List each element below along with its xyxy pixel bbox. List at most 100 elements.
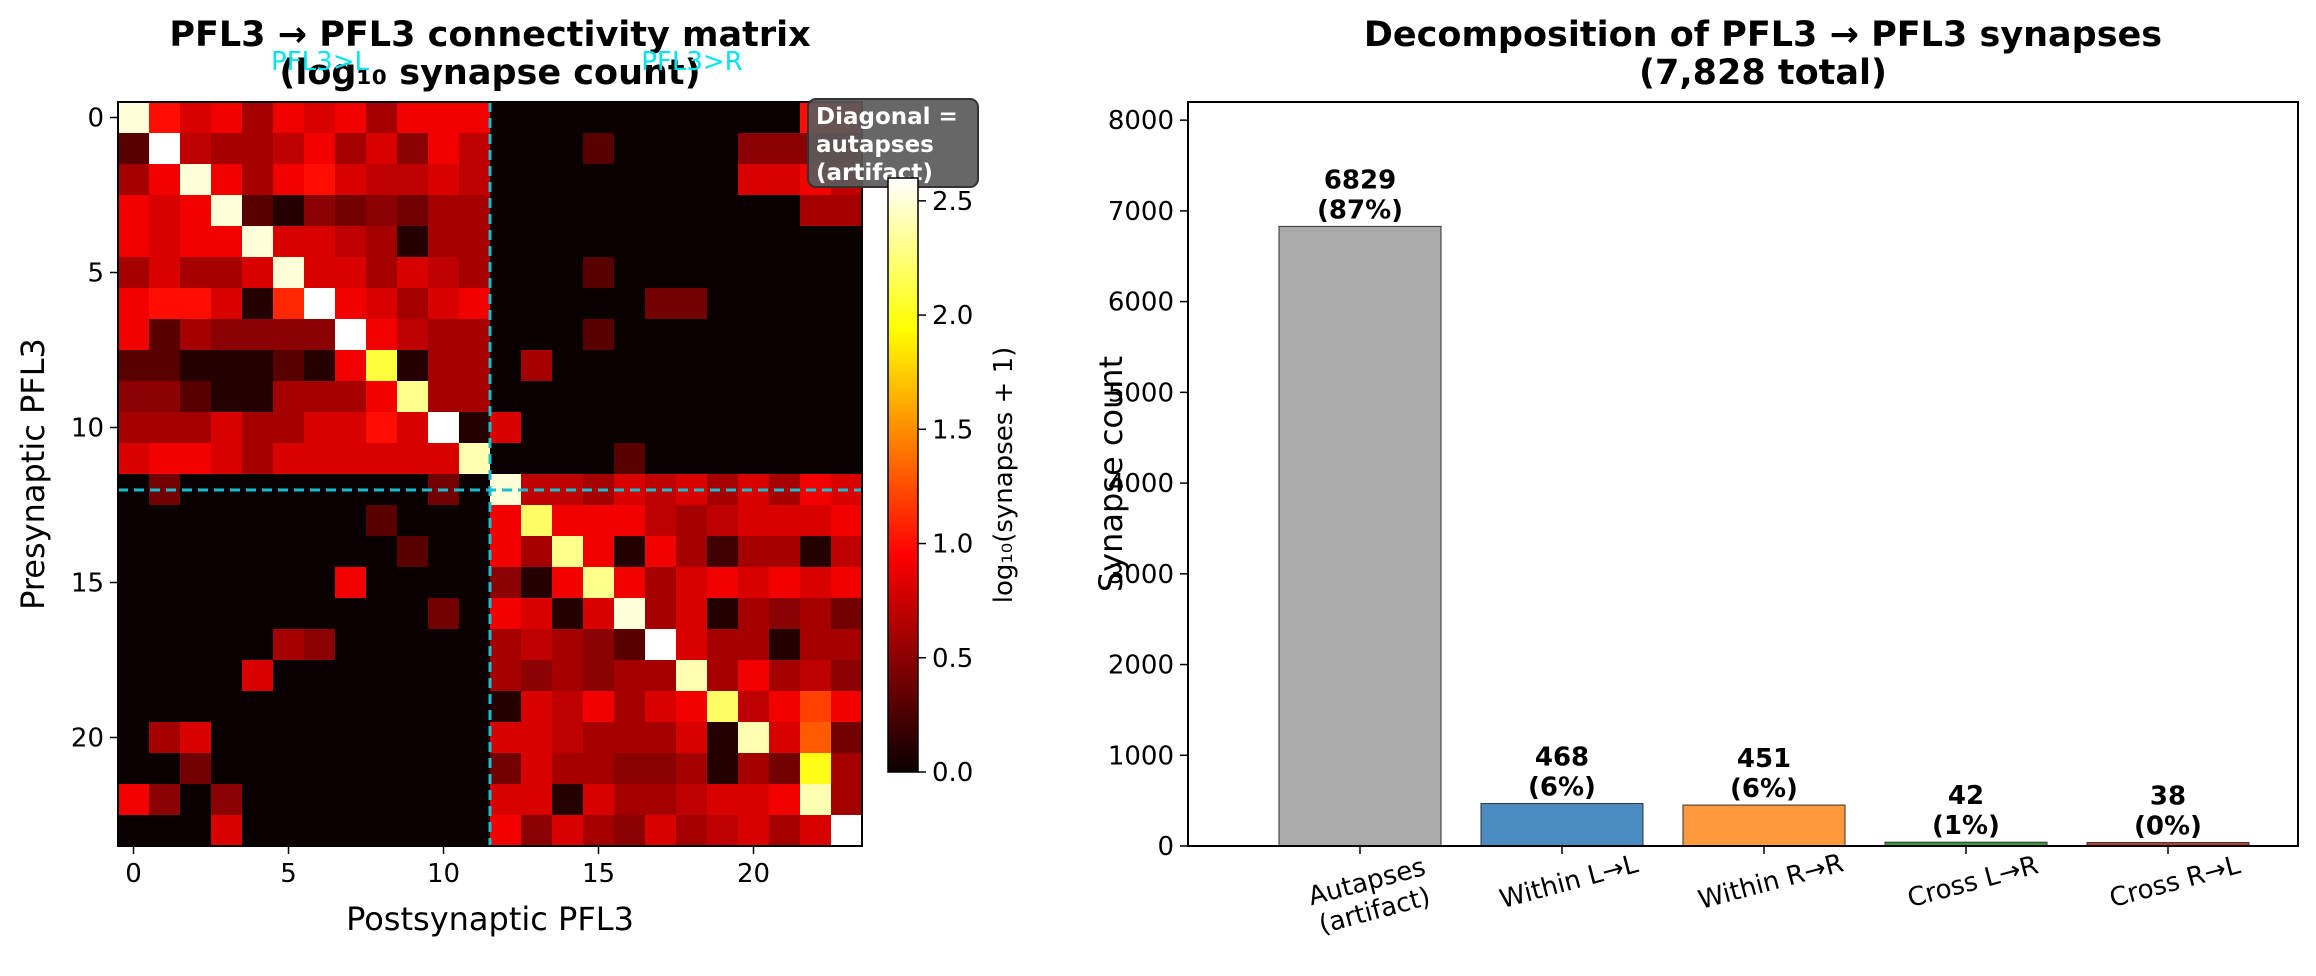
heatmap-cell bbox=[552, 505, 584, 537]
heatmap-cell bbox=[645, 257, 677, 289]
bar-value-label: 42 bbox=[1948, 781, 1984, 811]
heatmap-cell bbox=[428, 536, 460, 568]
heatmap-cell bbox=[552, 288, 584, 320]
heatmap-cell bbox=[149, 195, 181, 227]
heatmap-cell bbox=[552, 350, 584, 382]
heatmap-cell bbox=[366, 691, 398, 723]
heatmap-cell bbox=[304, 784, 336, 816]
heatmap-cell bbox=[459, 412, 491, 444]
bar-value-labels: 6829(87%)468(6%)451(6%) 42(1%)38(0%) bbox=[1317, 165, 2202, 841]
heatmap-cell bbox=[769, 629, 801, 661]
heatmap-cell bbox=[800, 598, 832, 630]
heatmap-cell bbox=[521, 164, 553, 196]
heatmap-cell bbox=[180, 133, 212, 165]
heatmap-cell bbox=[831, 753, 863, 785]
heatmap-cell bbox=[428, 753, 460, 785]
heatmap-cell bbox=[831, 412, 863, 444]
heatmap-cell bbox=[428, 505, 460, 537]
heatmap-cell bbox=[800, 505, 832, 537]
heatmap-cell bbox=[676, 226, 708, 258]
heatmap-cell bbox=[118, 381, 150, 413]
heatmap-cell bbox=[118, 164, 150, 196]
heatmap-cell bbox=[335, 753, 367, 785]
heatmap-cell bbox=[552, 226, 584, 258]
heatmap-cell bbox=[118, 660, 150, 692]
bar-percent-label: (87%) bbox=[1317, 195, 1403, 225]
heatmap-cell bbox=[366, 412, 398, 444]
bar-value-label: 468 bbox=[1535, 743, 1589, 773]
heatmap-cell bbox=[552, 784, 584, 816]
heatmap-cell bbox=[180, 443, 212, 475]
heatmap-cell bbox=[242, 412, 274, 444]
heatmap-cell bbox=[490, 133, 522, 165]
heatmap-cell bbox=[211, 536, 243, 568]
heatmap-cell bbox=[428, 784, 460, 816]
heatmap-cell bbox=[273, 598, 305, 630]
heatmap-cell bbox=[211, 319, 243, 351]
heatmap-cell bbox=[521, 784, 553, 816]
heatmap-cell bbox=[211, 505, 243, 537]
heatmap-cell bbox=[738, 815, 770, 847]
heatmap-cell bbox=[242, 567, 274, 599]
heatmap-cell bbox=[831, 691, 863, 723]
heatmap-cell bbox=[397, 536, 429, 568]
heatmap-cell bbox=[335, 288, 367, 320]
heatmap-cell bbox=[211, 443, 243, 475]
heatmap-cell bbox=[831, 536, 863, 568]
heatmap-cell bbox=[738, 319, 770, 351]
y-tick-label: 5 bbox=[87, 259, 104, 289]
heatmap-cell bbox=[118, 536, 150, 568]
heatmap-cell bbox=[397, 660, 429, 692]
heatmap-cell bbox=[149, 226, 181, 258]
heatmap-cell bbox=[335, 691, 367, 723]
heatmap-cell bbox=[583, 257, 615, 289]
heatmap-cell bbox=[614, 195, 646, 227]
heatmap-cell bbox=[397, 505, 429, 537]
heatmap-cell bbox=[769, 133, 801, 165]
heatmap-cell bbox=[397, 288, 429, 320]
heatmap-cell bbox=[335, 381, 367, 413]
heatmap-cell bbox=[738, 598, 770, 630]
heatmap-cell bbox=[118, 567, 150, 599]
heatmap-cell bbox=[769, 319, 801, 351]
heatmap-cell bbox=[614, 257, 646, 289]
heatmap-cell bbox=[583, 381, 615, 413]
heatmap-cell bbox=[366, 629, 398, 661]
heatmap-cell bbox=[242, 505, 274, 537]
heatmap-cell bbox=[304, 722, 336, 754]
heatmap-cell bbox=[304, 412, 336, 444]
heatmap-cell bbox=[335, 412, 367, 444]
bar-x-tick-label: Within R→R bbox=[1695, 848, 1847, 916]
heatmap-cell bbox=[304, 815, 336, 847]
heatmap-cell bbox=[552, 195, 584, 227]
heatmap-cell bbox=[676, 319, 708, 351]
heatmap-cell bbox=[242, 815, 274, 847]
heatmap-cell bbox=[583, 629, 615, 661]
heatmap-cell bbox=[583, 784, 615, 816]
heatmap-cell bbox=[304, 629, 336, 661]
heatmap-cell bbox=[273, 722, 305, 754]
heatmap-cell bbox=[831, 815, 863, 847]
heatmap-cell bbox=[180, 350, 212, 382]
heatmap-cell bbox=[366, 288, 398, 320]
heatmap-cell bbox=[707, 288, 739, 320]
heatmap-cell bbox=[645, 691, 677, 723]
heatmap-cell bbox=[211, 660, 243, 692]
heatmap-cell bbox=[211, 567, 243, 599]
heatmap-cell bbox=[149, 598, 181, 630]
heatmap-cell bbox=[707, 691, 739, 723]
heatmap-cell bbox=[552, 660, 584, 692]
bar-percent-label: (6%) bbox=[1730, 774, 1798, 804]
bar-y-axis-label: Synapse count bbox=[1092, 356, 1130, 592]
heatmap-cell bbox=[490, 598, 522, 630]
heatmap-cell bbox=[273, 133, 305, 165]
heatmap-cell bbox=[273, 257, 305, 289]
heatmap-cell bbox=[521, 443, 553, 475]
heatmap-cell bbox=[366, 257, 398, 289]
heatmap-cell bbox=[459, 381, 491, 413]
heatmap-cell bbox=[490, 629, 522, 661]
heatmap-cell bbox=[769, 691, 801, 723]
heatmap-cell bbox=[242, 722, 274, 754]
heatmap-cell bbox=[676, 722, 708, 754]
heatmap-cell bbox=[614, 753, 646, 785]
